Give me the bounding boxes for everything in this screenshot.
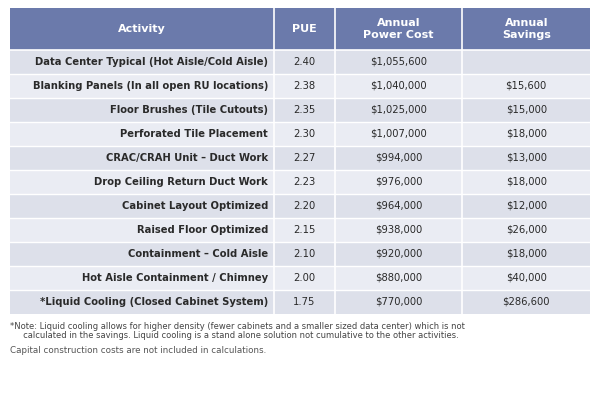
Text: $26,000: $26,000 <box>506 225 547 235</box>
Bar <box>10 8 274 50</box>
Bar <box>274 8 335 50</box>
Text: Perforated Tile Placement: Perforated Tile Placement <box>120 129 268 139</box>
Bar <box>274 266 335 290</box>
Bar <box>463 242 590 266</box>
Text: 2.35: 2.35 <box>293 105 316 115</box>
Text: Hot Aisle Containment / Chimney: Hot Aisle Containment / Chimney <box>82 273 268 283</box>
Text: Activity: Activity <box>118 24 166 34</box>
Bar <box>335 74 463 98</box>
Text: Drop Ceiling Return Duct Work: Drop Ceiling Return Duct Work <box>94 177 268 187</box>
Text: $18,000: $18,000 <box>506 177 547 187</box>
Bar <box>10 74 274 98</box>
Bar <box>10 290 274 314</box>
Bar <box>10 266 274 290</box>
Text: Blanking Panels (In all open RU locations): Blanking Panels (In all open RU location… <box>32 81 268 91</box>
Bar <box>274 290 335 314</box>
Bar <box>274 194 335 218</box>
Text: $40,000: $40,000 <box>506 273 547 283</box>
Bar <box>463 194 590 218</box>
Bar <box>463 50 590 74</box>
Text: 2.20: 2.20 <box>293 201 316 211</box>
Bar <box>274 242 335 266</box>
Bar <box>463 290 590 314</box>
Bar <box>335 194 463 218</box>
Text: 2.15: 2.15 <box>293 225 316 235</box>
Bar <box>335 122 463 146</box>
Text: $1,007,000: $1,007,000 <box>370 129 427 139</box>
Text: $770,000: $770,000 <box>375 297 422 307</box>
Text: *Note: Liquid cooling allows for higher density (fewer cabinets and a smaller si: *Note: Liquid cooling allows for higher … <box>10 322 465 331</box>
Bar <box>10 218 274 242</box>
Bar <box>10 242 274 266</box>
Text: $13,000: $13,000 <box>506 153 547 163</box>
Bar <box>10 146 274 170</box>
Text: *Liquid Cooling (Closed Cabinet System): *Liquid Cooling (Closed Cabinet System) <box>40 297 268 307</box>
Text: 2.30: 2.30 <box>293 129 316 139</box>
Text: Capital construction costs are not included in calculations.: Capital construction costs are not inclu… <box>10 346 266 355</box>
Text: $1,040,000: $1,040,000 <box>370 81 427 91</box>
Text: 2.27: 2.27 <box>293 153 316 163</box>
Bar <box>10 50 274 74</box>
Text: $18,000: $18,000 <box>506 129 547 139</box>
Bar <box>463 122 590 146</box>
Text: $994,000: $994,000 <box>375 153 422 163</box>
Bar <box>335 218 463 242</box>
Text: 1.75: 1.75 <box>293 297 316 307</box>
Text: 2.38: 2.38 <box>293 81 316 91</box>
Bar <box>10 122 274 146</box>
Bar <box>274 98 335 122</box>
Bar <box>463 8 590 50</box>
Bar <box>463 170 590 194</box>
Text: CRAC/CRAH Unit – Duct Work: CRAC/CRAH Unit – Duct Work <box>106 153 268 163</box>
Bar <box>463 74 590 98</box>
Bar <box>335 266 463 290</box>
Bar <box>335 98 463 122</box>
Text: $976,000: $976,000 <box>375 177 422 187</box>
Bar <box>335 146 463 170</box>
Bar <box>274 74 335 98</box>
Text: $920,000: $920,000 <box>375 249 422 259</box>
Text: Containment – Cold Aisle: Containment – Cold Aisle <box>128 249 268 259</box>
Text: $12,000: $12,000 <box>506 201 547 211</box>
Bar <box>463 266 590 290</box>
Text: 2.00: 2.00 <box>293 273 316 283</box>
Text: $15,600: $15,600 <box>506 81 547 91</box>
Bar <box>335 290 463 314</box>
Text: 2.10: 2.10 <box>293 249 316 259</box>
Text: $1,055,600: $1,055,600 <box>370 57 427 67</box>
Text: calculated in the savings. Liquid cooling is a stand alone solution not cumulati: calculated in the savings. Liquid coolin… <box>10 331 459 340</box>
Bar <box>335 50 463 74</box>
Bar <box>274 218 335 242</box>
Text: Annual
Savings: Annual Savings <box>502 18 551 40</box>
Bar <box>335 242 463 266</box>
Bar <box>274 122 335 146</box>
Bar <box>463 218 590 242</box>
Text: Data Center Typical (Hot Aisle/Cold Aisle): Data Center Typical (Hot Aisle/Cold Aisl… <box>35 57 268 67</box>
Bar <box>463 98 590 122</box>
Text: Cabinet Layout Optimized: Cabinet Layout Optimized <box>122 201 268 211</box>
Bar <box>274 170 335 194</box>
Bar <box>10 170 274 194</box>
Bar <box>335 8 463 50</box>
Text: Raised Floor Optimized: Raised Floor Optimized <box>137 225 268 235</box>
Bar <box>10 194 274 218</box>
Text: $286,600: $286,600 <box>502 297 550 307</box>
Bar <box>463 146 590 170</box>
Text: 2.23: 2.23 <box>293 177 316 187</box>
Text: Floor Brushes (Tile Cutouts): Floor Brushes (Tile Cutouts) <box>110 105 268 115</box>
Text: $938,000: $938,000 <box>375 225 422 235</box>
Text: $964,000: $964,000 <box>375 201 422 211</box>
Bar <box>335 170 463 194</box>
Text: $18,000: $18,000 <box>506 249 547 259</box>
Text: PUE: PUE <box>292 24 317 34</box>
Text: $15,000: $15,000 <box>506 105 547 115</box>
Bar <box>274 146 335 170</box>
Bar <box>274 50 335 74</box>
Text: $880,000: $880,000 <box>375 273 422 283</box>
Text: Annual
Power Cost: Annual Power Cost <box>364 18 434 40</box>
Bar <box>10 98 274 122</box>
Text: $1,025,000: $1,025,000 <box>370 105 427 115</box>
Text: 2.40: 2.40 <box>293 57 316 67</box>
